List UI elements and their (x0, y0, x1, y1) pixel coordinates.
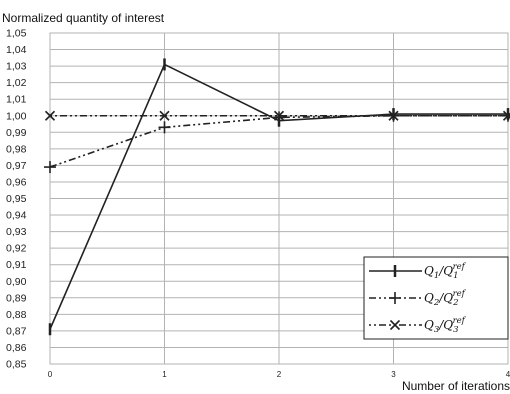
data-point (44, 161, 56, 174)
y-tick-label: 0,86 (6, 342, 27, 354)
y-tick-label: 0,95 (6, 193, 27, 205)
data-point (273, 111, 285, 124)
legend-item: Q3/Q3ref (369, 316, 467, 335)
data-point (389, 292, 401, 304)
y-tick-label: 1,02 (6, 77, 27, 89)
y-tick-label: 0,93 (6, 226, 27, 238)
y-tick-label: 0,94 (6, 210, 27, 222)
series-3 (44, 110, 510, 121)
y-tick-label: 0,96 (6, 176, 27, 188)
y-tick-label: 1,00 (6, 110, 27, 122)
x-axis-ticks: 0 1 2 3 4 (48, 370, 510, 379)
y-axis-ticks: 0,85 0,86 0,87 0,88 0,89 0,90 0,91 0,92 0,93 0,94… (6, 28, 27, 371)
legend-item: Q1/Q1ref (369, 262, 467, 281)
data-point (44, 110, 56, 121)
legend-label: Q1/Q1ref (424, 262, 467, 281)
y-tick-label: 0,99 (6, 127, 27, 139)
y-tick-label: 0,98 (6, 143, 27, 155)
y-tick-label: 1,04 (6, 44, 27, 56)
y-tick-label: 1,01 (6, 94, 27, 106)
y-tick-label: 0,92 (6, 243, 27, 255)
y-tick-label: 0,88 (6, 309, 27, 321)
y-tick-label: 0,85 (6, 359, 27, 371)
legend-label: Q3/Q3ref (424, 316, 467, 335)
y-axis-title: Normalized quantity of interest (2, 11, 165, 25)
y-tick-label: 0,90 (6, 276, 27, 288)
data-point (159, 110, 170, 121)
x-tick-label: 3 (391, 370, 396, 379)
y-tick-label: 0,91 (6, 259, 27, 271)
x-axis-title: Number of iterations (402, 379, 510, 393)
y-tick-label: 1,05 (6, 28, 27, 40)
data-point (388, 110, 399, 121)
x-tick-label: 1 (162, 370, 167, 379)
plot-frame (49, 32, 509, 365)
legend-label: Q2/Q2ref (424, 289, 467, 308)
y-tick-label: 0,87 (6, 325, 27, 337)
x-tick-label: 4 (506, 370, 510, 379)
legend: Q1/Q1ref Q2/Q2ref Q3/Q3ref (363, 256, 509, 340)
x-tick-label: 0 (48, 370, 53, 379)
series-layer (44, 58, 510, 336)
data-point (273, 110, 285, 121)
data-point (389, 319, 401, 331)
data-point (158, 121, 171, 134)
y-tick-label: 1,03 (6, 61, 27, 73)
legend-item: Q2/Q2ref (369, 289, 467, 308)
y-tick-label: 0,89 (6, 292, 27, 304)
grid (49, 32, 509, 365)
y-tick-label: 0,97 (6, 160, 27, 172)
x-tick-label: 2 (277, 370, 282, 379)
data-point (502, 110, 510, 121)
